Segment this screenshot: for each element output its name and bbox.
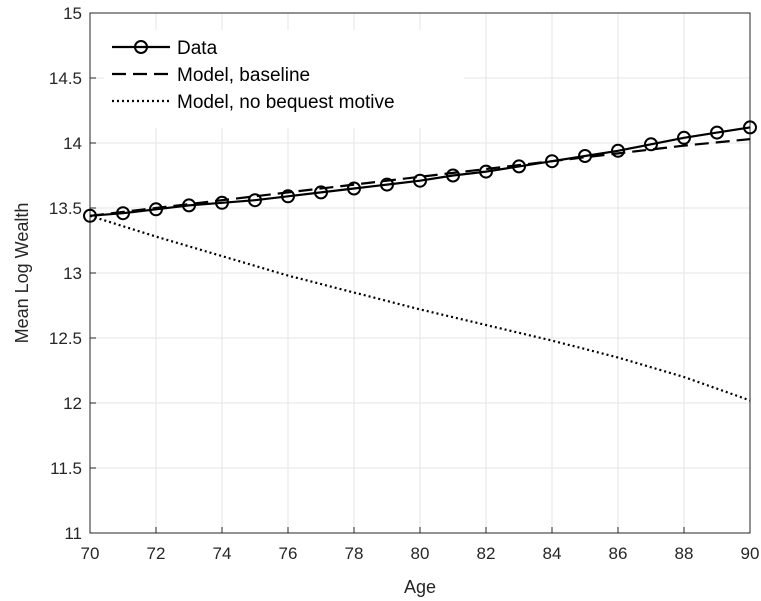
data-point: [446, 168, 460, 183]
y-axis-label: Mean Log Wealth: [12, 203, 32, 344]
x-tick-label: 78: [345, 544, 364, 563]
data-point: [545, 154, 559, 169]
y-tick-label: 14: [63, 134, 82, 153]
x-axis-label: Age: [404, 577, 436, 597]
y-tick-label: 13: [63, 264, 82, 283]
data-point: [479, 164, 493, 179]
x-tick-label: 70: [81, 544, 100, 563]
legend-items: Data Model, baseline Model, no bequest mot…: [112, 38, 395, 113]
x-tick-label: 88: [675, 544, 694, 563]
y-tick-label: 11: [64, 524, 82, 543]
y-tick-label: 15: [63, 4, 82, 23]
data-point: [413, 173, 427, 188]
x-tick-label: 72: [147, 544, 166, 563]
y-tick-label: 13.5: [49, 199, 82, 218]
x-tick-label: 82: [477, 544, 496, 563]
data-point: [644, 137, 658, 152]
data-point: [248, 193, 262, 208]
data-markers: [83, 120, 757, 223]
x-tick-label: 84: [543, 544, 562, 563]
data-point: [215, 195, 229, 210]
x-tick-label: 80: [411, 544, 430, 563]
data-point: [512, 159, 526, 174]
y-tick-label: 12: [63, 394, 82, 413]
x-tick-label: 74: [213, 544, 232, 563]
data-point: [743, 120, 757, 135]
series-lines: [89, 126, 751, 402]
data-point: [677, 130, 691, 145]
legend: Data Model, baseline Model, no bequest mot…: [104, 30, 464, 128]
data-point: [380, 177, 394, 192]
data-point: [182, 198, 196, 213]
series-line-3: [89, 214, 751, 402]
legend-label: Data: [177, 38, 218, 59]
data-point: [83, 208, 97, 223]
y-tick-label: 12.5: [49, 329, 82, 348]
data-point: [710, 125, 724, 140]
series-line-2: [89, 138, 751, 217]
data-point: [116, 206, 130, 221]
x-tick-label: 86: [609, 544, 628, 563]
axis-ticks: 70 72 74 76 78 80 82 84 86 88 90 11 11.5 12 12.5 13 13.5…: [49, 4, 760, 563]
y-tick-label: 14.5: [49, 69, 82, 88]
legend-label: Model, no bequest motive: [177, 92, 395, 113]
x-tick-label: 76: [279, 544, 298, 563]
data-point: [611, 143, 625, 158]
data-point: [149, 202, 163, 217]
legend-marker: [134, 40, 148, 54]
data-point: [314, 185, 328, 200]
data-point: [578, 149, 592, 163]
x-tick-label: 90: [741, 544, 760, 563]
series-line-1: [89, 126, 751, 217]
data-point: [347, 181, 361, 196]
data-point: [281, 189, 295, 204]
y-tick-label: 11.5: [50, 459, 82, 478]
legend-label: Model, baseline: [177, 65, 310, 86]
